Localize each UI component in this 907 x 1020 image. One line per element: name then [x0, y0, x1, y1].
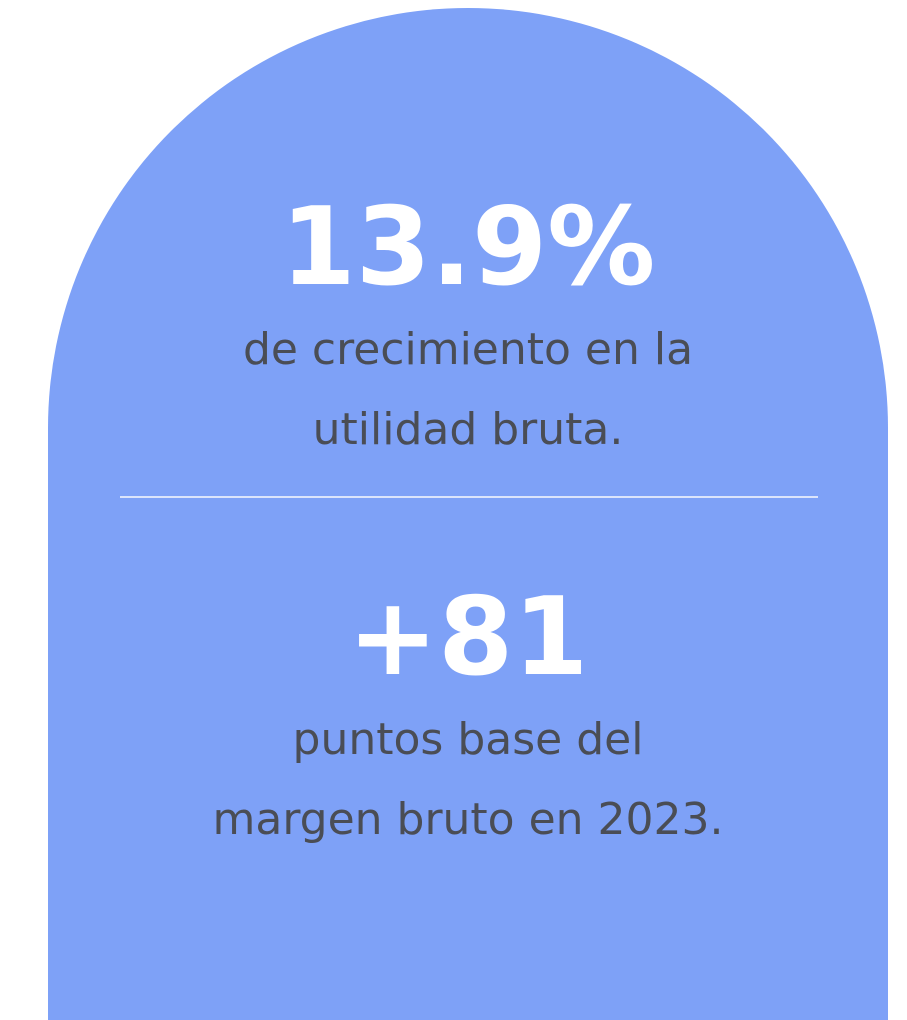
arch-background: [48, 8, 888, 1020]
stat-description: puntos base del: [293, 714, 644, 765]
stat-description: utilidad bruta.: [313, 404, 624, 455]
stat-value: +81: [348, 575, 589, 700]
stat-description: margen bruto en 2023.: [213, 794, 724, 845]
stat-description: de crecimiento en la: [243, 324, 693, 375]
stat-value: 13.9%: [281, 185, 656, 310]
